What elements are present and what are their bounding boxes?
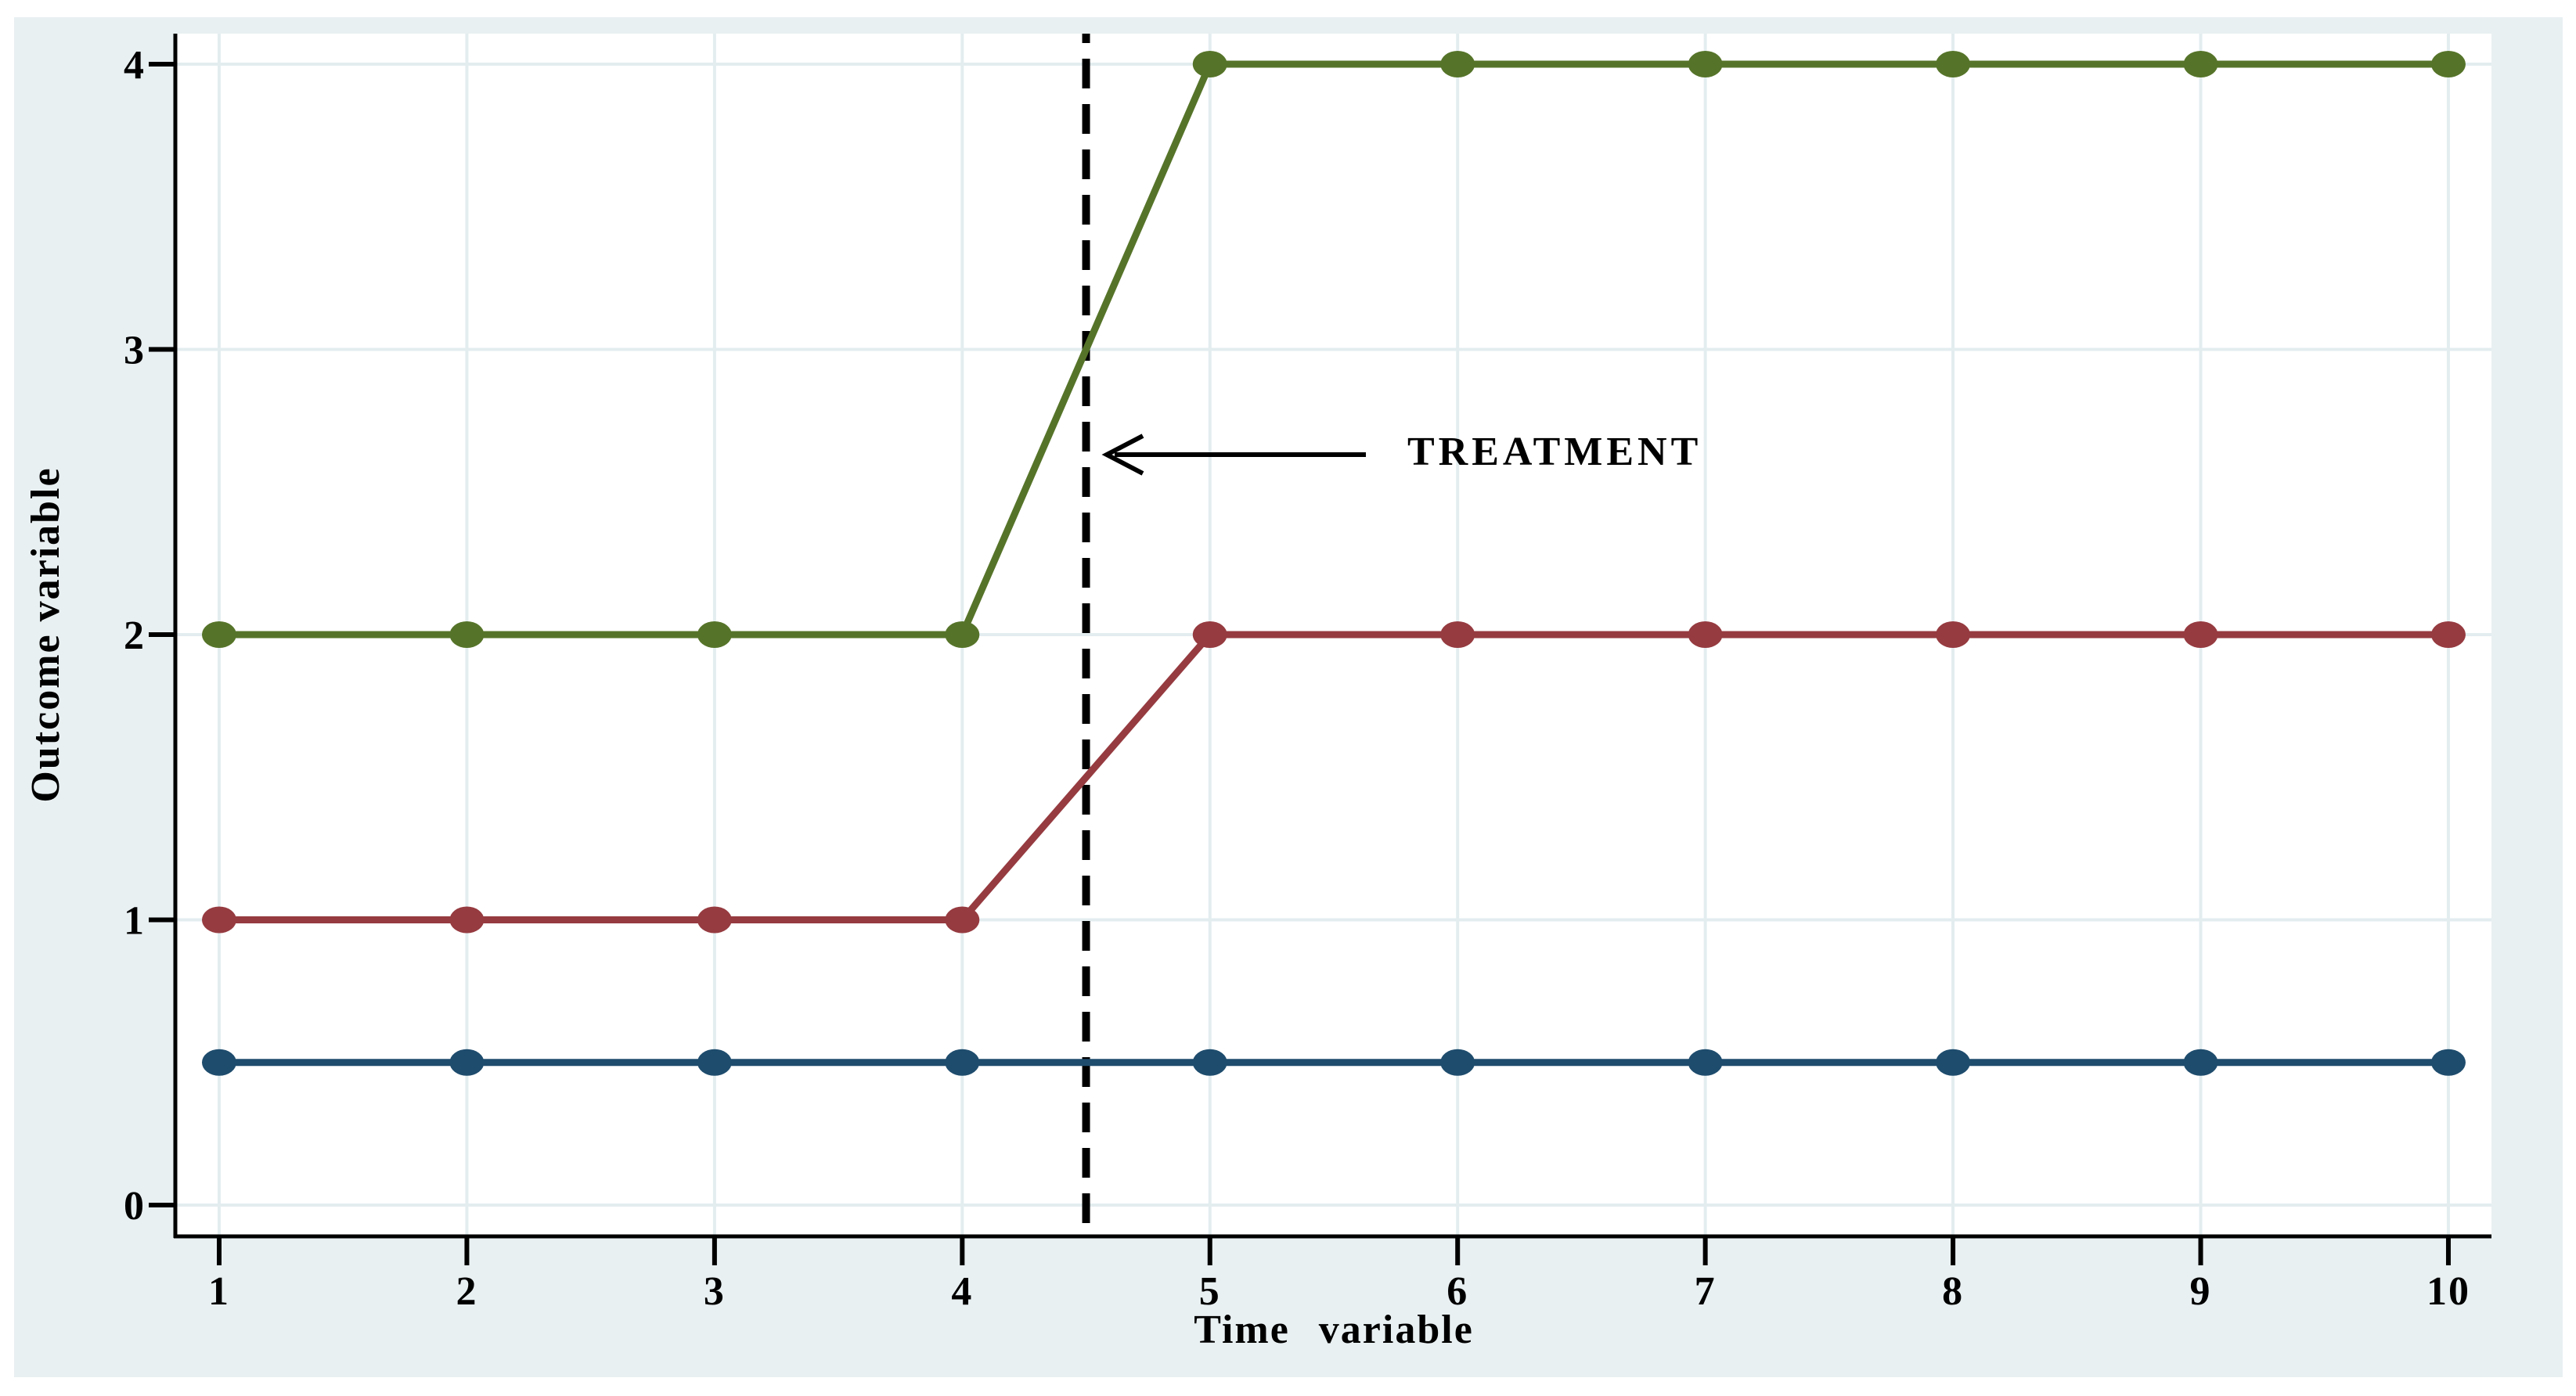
- x-tick-label: 7: [1695, 1269, 1717, 1314]
- treatment-arrow: [1101, 434, 1366, 476]
- data-series: [202, 51, 2466, 1076]
- data-point-marker: [2183, 1049, 2218, 1076]
- data-point-marker: [945, 906, 980, 934]
- data-point-marker: [2183, 621, 2218, 648]
- data-point-marker: [1936, 51, 1971, 77]
- y-tick-label: 3: [124, 329, 146, 373]
- x-axis-title: Time variable: [1194, 1308, 1474, 1352]
- data-point-marker: [1936, 1049, 1971, 1076]
- y-tick-label: 2: [124, 613, 146, 658]
- y-tick-label: 1: [124, 899, 146, 944]
- data-point-marker: [945, 621, 980, 648]
- data-point-marker: [449, 1049, 485, 1076]
- data-point-marker: [2430, 51, 2466, 77]
- y-tick-label: 0: [124, 1184, 146, 1229]
- y-tick-label: 4: [124, 43, 146, 88]
- x-tick-label: 1: [208, 1269, 230, 1314]
- data-point-marker: [202, 621, 236, 648]
- x-tick-label: 3: [704, 1269, 726, 1314]
- data-point-marker: [1440, 51, 1475, 77]
- treatment-annotation: TREATMENT: [1407, 430, 1702, 474]
- data-point-marker: [1936, 621, 1971, 648]
- x-tick-label: 4: [951, 1269, 973, 1314]
- data-point-marker: [1192, 621, 1227, 648]
- tick-labels: 0 1 2 3 4 1 2 3 4 5 6 7 8 9 10: [124, 43, 2470, 1314]
- data-point-marker: [1688, 1049, 1723, 1076]
- data-point-marker: [1440, 621, 1475, 648]
- data-point-marker: [202, 1049, 236, 1076]
- data-point-marker: [2430, 1049, 2466, 1076]
- x-tick-label: 2: [456, 1269, 477, 1314]
- data-point-marker: [945, 1049, 980, 1076]
- data-point-marker: [1192, 1049, 1227, 1076]
- tick-marks: [149, 62, 2451, 1265]
- series-line: [219, 60, 2448, 639]
- x-tick-label: 9: [2190, 1269, 2212, 1314]
- series-line: [219, 631, 2448, 923]
- data-point-marker: [1688, 621, 1723, 648]
- data-point-marker: [1688, 51, 1723, 77]
- x-tick-label: 8: [1942, 1269, 1964, 1314]
- x-tick-label: 5: [1199, 1269, 1221, 1314]
- data-point-marker: [697, 1049, 732, 1076]
- y-axis-title: Outcome variable: [23, 466, 68, 802]
- data-point-marker: [449, 621, 485, 648]
- data-point-marker: [2183, 51, 2218, 77]
- x-tick-label: 10: [2426, 1269, 2470, 1314]
- data-point-marker: [449, 906, 485, 934]
- data-point-marker: [697, 906, 732, 934]
- data-point-marker: [2430, 621, 2466, 648]
- arrow-head-icon: [1101, 434, 1144, 476]
- data-point-marker: [697, 621, 732, 648]
- data-point-marker: [1192, 51, 1227, 77]
- x-tick-label: 6: [1447, 1269, 1468, 1314]
- data-point-marker: [1440, 1049, 1475, 1076]
- data-point-marker: [202, 906, 236, 934]
